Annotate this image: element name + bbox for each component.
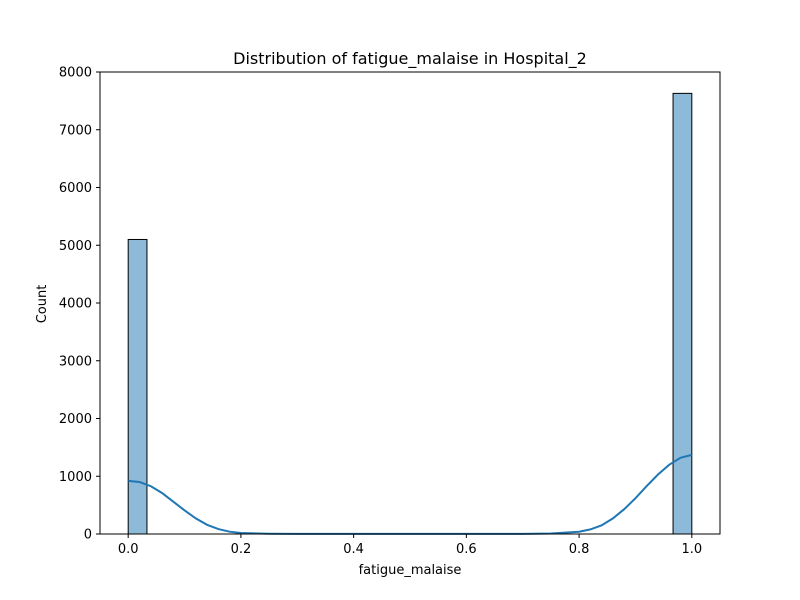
y-axis-ticks: 0 1000 2000 3000 4000 5000 6000 7000 8000 [59,66,100,543]
y-tick-label: 8000 [59,66,92,81]
x-tick-label: 0.6 [456,542,477,557]
y-tick-label: 1000 [59,470,92,485]
y-axis-label: Count [35,285,50,324]
x-axis-ticks: 0.0 0.2 0.4 0.6 0.8 1.0 [118,534,702,557]
y-tick-label: 5000 [59,239,92,254]
x-tick-label: 0.8 [569,542,590,557]
y-tick-label: 2000 [59,412,92,427]
y-tick-label: 3000 [59,354,92,369]
y-tick-label: 0 [84,528,92,543]
kde-line [128,453,693,535]
y-tick-label: 7000 [59,123,92,138]
bars-group [127,92,693,535]
x-axis-label: fatigue_malaise [359,563,462,578]
x-tick-label: 1.0 [681,542,702,557]
x-tick-label: 0.4 [343,542,364,557]
chart-title: Distribution of fatigue_malaise in Hospi… [233,49,587,69]
histogram-bar-1 [672,92,693,535]
y-tick-label: 4000 [59,297,92,312]
x-tick-label: 0.0 [118,542,139,557]
y-tick-label: 6000 [59,181,92,196]
x-tick-label: 0.2 [231,542,252,557]
plot-area-frame [99,71,721,535]
histogram-bar-0 [127,238,148,535]
